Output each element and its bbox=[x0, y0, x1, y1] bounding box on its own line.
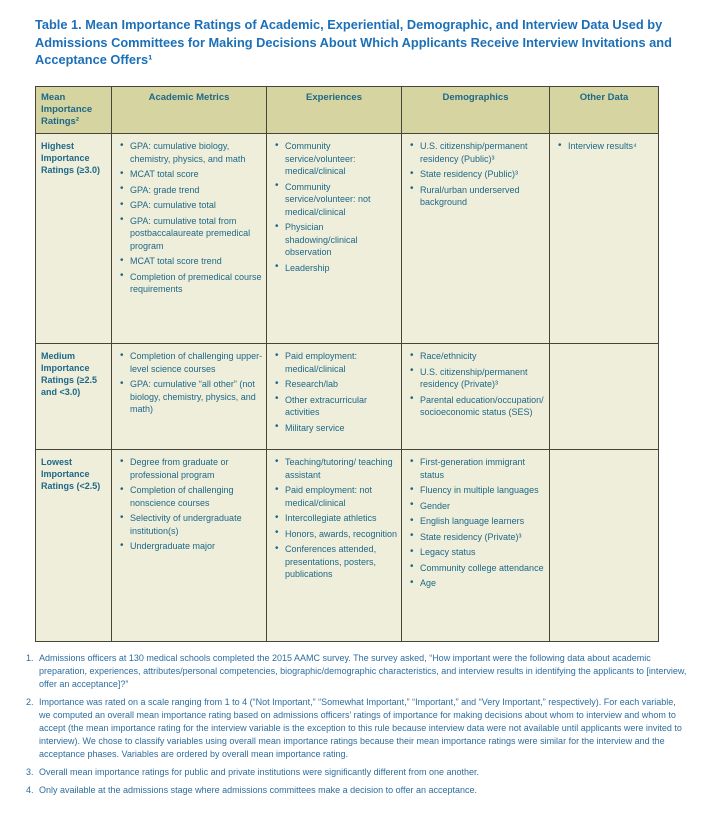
bullet-item: Completion of challenging nonscience cou… bbox=[120, 484, 263, 509]
bullet-item: U.S. citizenship/permanent residency (Pu… bbox=[410, 140, 546, 165]
footnote-4: 4. Only available at the admissions stag… bbox=[26, 784, 688, 797]
bullet-item: Completion of premedical course requirem… bbox=[120, 270, 263, 296]
bullet-list: Community service/volunteer: medical/cli… bbox=[267, 140, 398, 274]
bullet-item: U.S. citizenship/permanent residency (Pr… bbox=[410, 365, 546, 391]
bullet-item: Conferences attended, presentations, pos… bbox=[275, 543, 398, 581]
bullet-item: English language learners bbox=[410, 515, 546, 528]
footnote-2: 2. Importance was rated on a scale rangi… bbox=[26, 696, 688, 761]
cell-medium-experiences: Paid employment: medical/clinical Researc… bbox=[266, 343, 402, 450]
cell-lowest-demographics: First-generation immigrant status Fluency… bbox=[401, 449, 550, 642]
footnote-text: Overall mean importance ratings for publ… bbox=[39, 767, 480, 777]
row-label-lowest-importance: Lowest Importance Ratings (<2.5) bbox=[35, 449, 112, 642]
table-row-highest-importance: Highest Importance Ratings (≥3.0) GPA: c… bbox=[35, 133, 659, 344]
column-header-experiences: Experiences bbox=[266, 86, 402, 134]
bullet-item: MCAT total score trend bbox=[120, 255, 263, 268]
cell-lowest-other-data bbox=[549, 449, 659, 642]
cell-highest-academic-metrics: GPA: cumulative biology, chemistry, phys… bbox=[111, 133, 267, 344]
bullet-item: Military service bbox=[275, 421, 398, 435]
bullet-item: Research/lab bbox=[275, 378, 398, 391]
row-label-highest-importance: Highest Importance Ratings (≥3.0) bbox=[35, 133, 112, 344]
bullet-list: Completion of challenging upper-level sc… bbox=[112, 350, 263, 416]
bullet-item: State residency (Public)³ bbox=[410, 168, 546, 181]
bullet-list: GPA: cumulative biology, chemistry, phys… bbox=[112, 140, 263, 296]
table-row-lowest-importance: Lowest Importance Ratings (<2.5) Degree … bbox=[35, 449, 659, 642]
cell-medium-other-data bbox=[549, 343, 659, 450]
bullet-item: First-generation immigrant status bbox=[410, 456, 546, 481]
footnote-number: 1. bbox=[26, 653, 34, 663]
bullet-item: Interview results⁴ bbox=[558, 140, 655, 153]
footnote-number: 3. bbox=[26, 767, 34, 777]
bullet-item: GPA: cumulative total bbox=[120, 199, 263, 212]
bullet-item: Gender bbox=[410, 499, 546, 513]
bullet-item: Rural/urban underserved background bbox=[410, 183, 546, 209]
bullet-list: U.S. citizenship/permanent residency (Pu… bbox=[402, 140, 546, 209]
bullet-item: MCAT total score bbox=[120, 168, 263, 181]
column-header-mean-importance-ratings: Mean Importance Ratings² bbox=[35, 86, 112, 134]
bullet-item: Leadership bbox=[275, 261, 398, 275]
bullet-item: GPA: cumulative total from postbaccalaur… bbox=[120, 214, 263, 253]
bullet-item: Age bbox=[410, 577, 546, 590]
bullet-item: Degree from graduate or professional pro… bbox=[120, 456, 263, 481]
bullet-item: Other extracurricular activities bbox=[275, 393, 398, 419]
bullet-item: Community service/volunteer: medical/cli… bbox=[275, 140, 398, 178]
cell-medium-demographics: Race/ethnicity U.S. citizenship/permanent… bbox=[401, 343, 550, 450]
table-title: Table 1. Mean Importance Ratings of Acad… bbox=[35, 17, 672, 67]
bullet-item: Legacy status bbox=[410, 546, 546, 559]
bullet-list: Interview results⁴ bbox=[550, 140, 655, 153]
bullet-item: Race/ethnicity bbox=[410, 350, 546, 363]
importance-ratings-table: Mean Importance Ratings² Academic Metric… bbox=[35, 86, 659, 642]
row-label-medium-importance: Medium Importance Ratings (≥2.5 and <3.0… bbox=[35, 343, 112, 450]
bullet-item: Paid employment: medical/clinical bbox=[275, 350, 398, 375]
bullet-item: Teaching/tutoring/ teaching assistant bbox=[275, 456, 398, 481]
column-header-demographics: Demographics bbox=[401, 86, 550, 134]
bullet-item: Intercollegiate athletics bbox=[275, 512, 398, 525]
column-header-other-data: Other Data bbox=[549, 86, 659, 134]
footnote-1: 1. Admissions officers at 130 medical sc… bbox=[26, 652, 688, 691]
bullet-item: GPA: cumulative biology, chemistry, phys… bbox=[120, 140, 263, 165]
bullet-item: Parental education/occupation/ socioecon… bbox=[410, 393, 546, 419]
bullet-list: Degree from graduate or professional pro… bbox=[112, 456, 263, 553]
cell-lowest-academic-metrics: Degree from graduate or professional pro… bbox=[111, 449, 267, 642]
footnote-3: 3. Overall mean importance ratings for p… bbox=[26, 766, 688, 779]
footnote-text: Importance was rated on a scale ranging … bbox=[39, 697, 682, 759]
bullet-list: Race/ethnicity U.S. citizenship/permanent… bbox=[402, 350, 546, 419]
footnotes-section: 1. Admissions officers at 130 medical sc… bbox=[26, 652, 688, 802]
cell-highest-other-data: Interview results⁴ bbox=[549, 133, 659, 344]
footnote-text: Admissions officers at 130 medical schoo… bbox=[39, 653, 687, 689]
bullet-item: Undergraduate major bbox=[120, 540, 263, 553]
bullet-item: Physician shadowing/clinical observation bbox=[275, 221, 398, 259]
bullet-list: Teaching/tutoring/ teaching assistant Pai… bbox=[267, 456, 398, 581]
column-header-academic-metrics: Academic Metrics bbox=[111, 86, 267, 134]
bullet-item: Paid employment: not medical/clinical bbox=[275, 484, 398, 509]
bullet-list: Paid employment: medical/clinical Researc… bbox=[267, 350, 398, 434]
footnote-text: Only available at the admissions stage w… bbox=[39, 785, 478, 795]
cell-highest-demographics: U.S. citizenship/permanent residency (Pu… bbox=[401, 133, 550, 344]
bullet-item: GPA: cumulative “all other” (not biology… bbox=[120, 378, 263, 416]
bullet-item: Selectivity of undergraduate institution… bbox=[120, 512, 263, 537]
header-row: Mean Importance Ratings² Academic Metric… bbox=[35, 86, 659, 134]
bullet-list: First-generation immigrant status Fluency… bbox=[402, 456, 546, 590]
table-row-medium-importance: Medium Importance Ratings (≥2.5 and <3.0… bbox=[35, 343, 659, 450]
footnote-number: 4. bbox=[26, 785, 34, 795]
footnote-number: 2. bbox=[26, 697, 34, 707]
bullet-item: Fluency in multiple languages bbox=[410, 484, 546, 497]
bullet-item: GPA: grade trend bbox=[120, 183, 263, 197]
bullet-item: State residency (Private)³ bbox=[410, 530, 546, 544]
cell-medium-academic-metrics: Completion of challenging upper-level sc… bbox=[111, 343, 267, 450]
bullet-item: Completion of challenging upper-level sc… bbox=[120, 350, 263, 375]
cell-highest-experiences: Community service/volunteer: medical/cli… bbox=[266, 133, 402, 344]
bullet-item: Community college attendance bbox=[410, 561, 546, 575]
bullet-item: Honors, awards, recognition bbox=[275, 527, 398, 541]
bullet-item: Community service/volunteer: not medical… bbox=[275, 180, 398, 219]
cell-lowest-experiences: Teaching/tutoring/ teaching assistant Pai… bbox=[266, 449, 402, 642]
